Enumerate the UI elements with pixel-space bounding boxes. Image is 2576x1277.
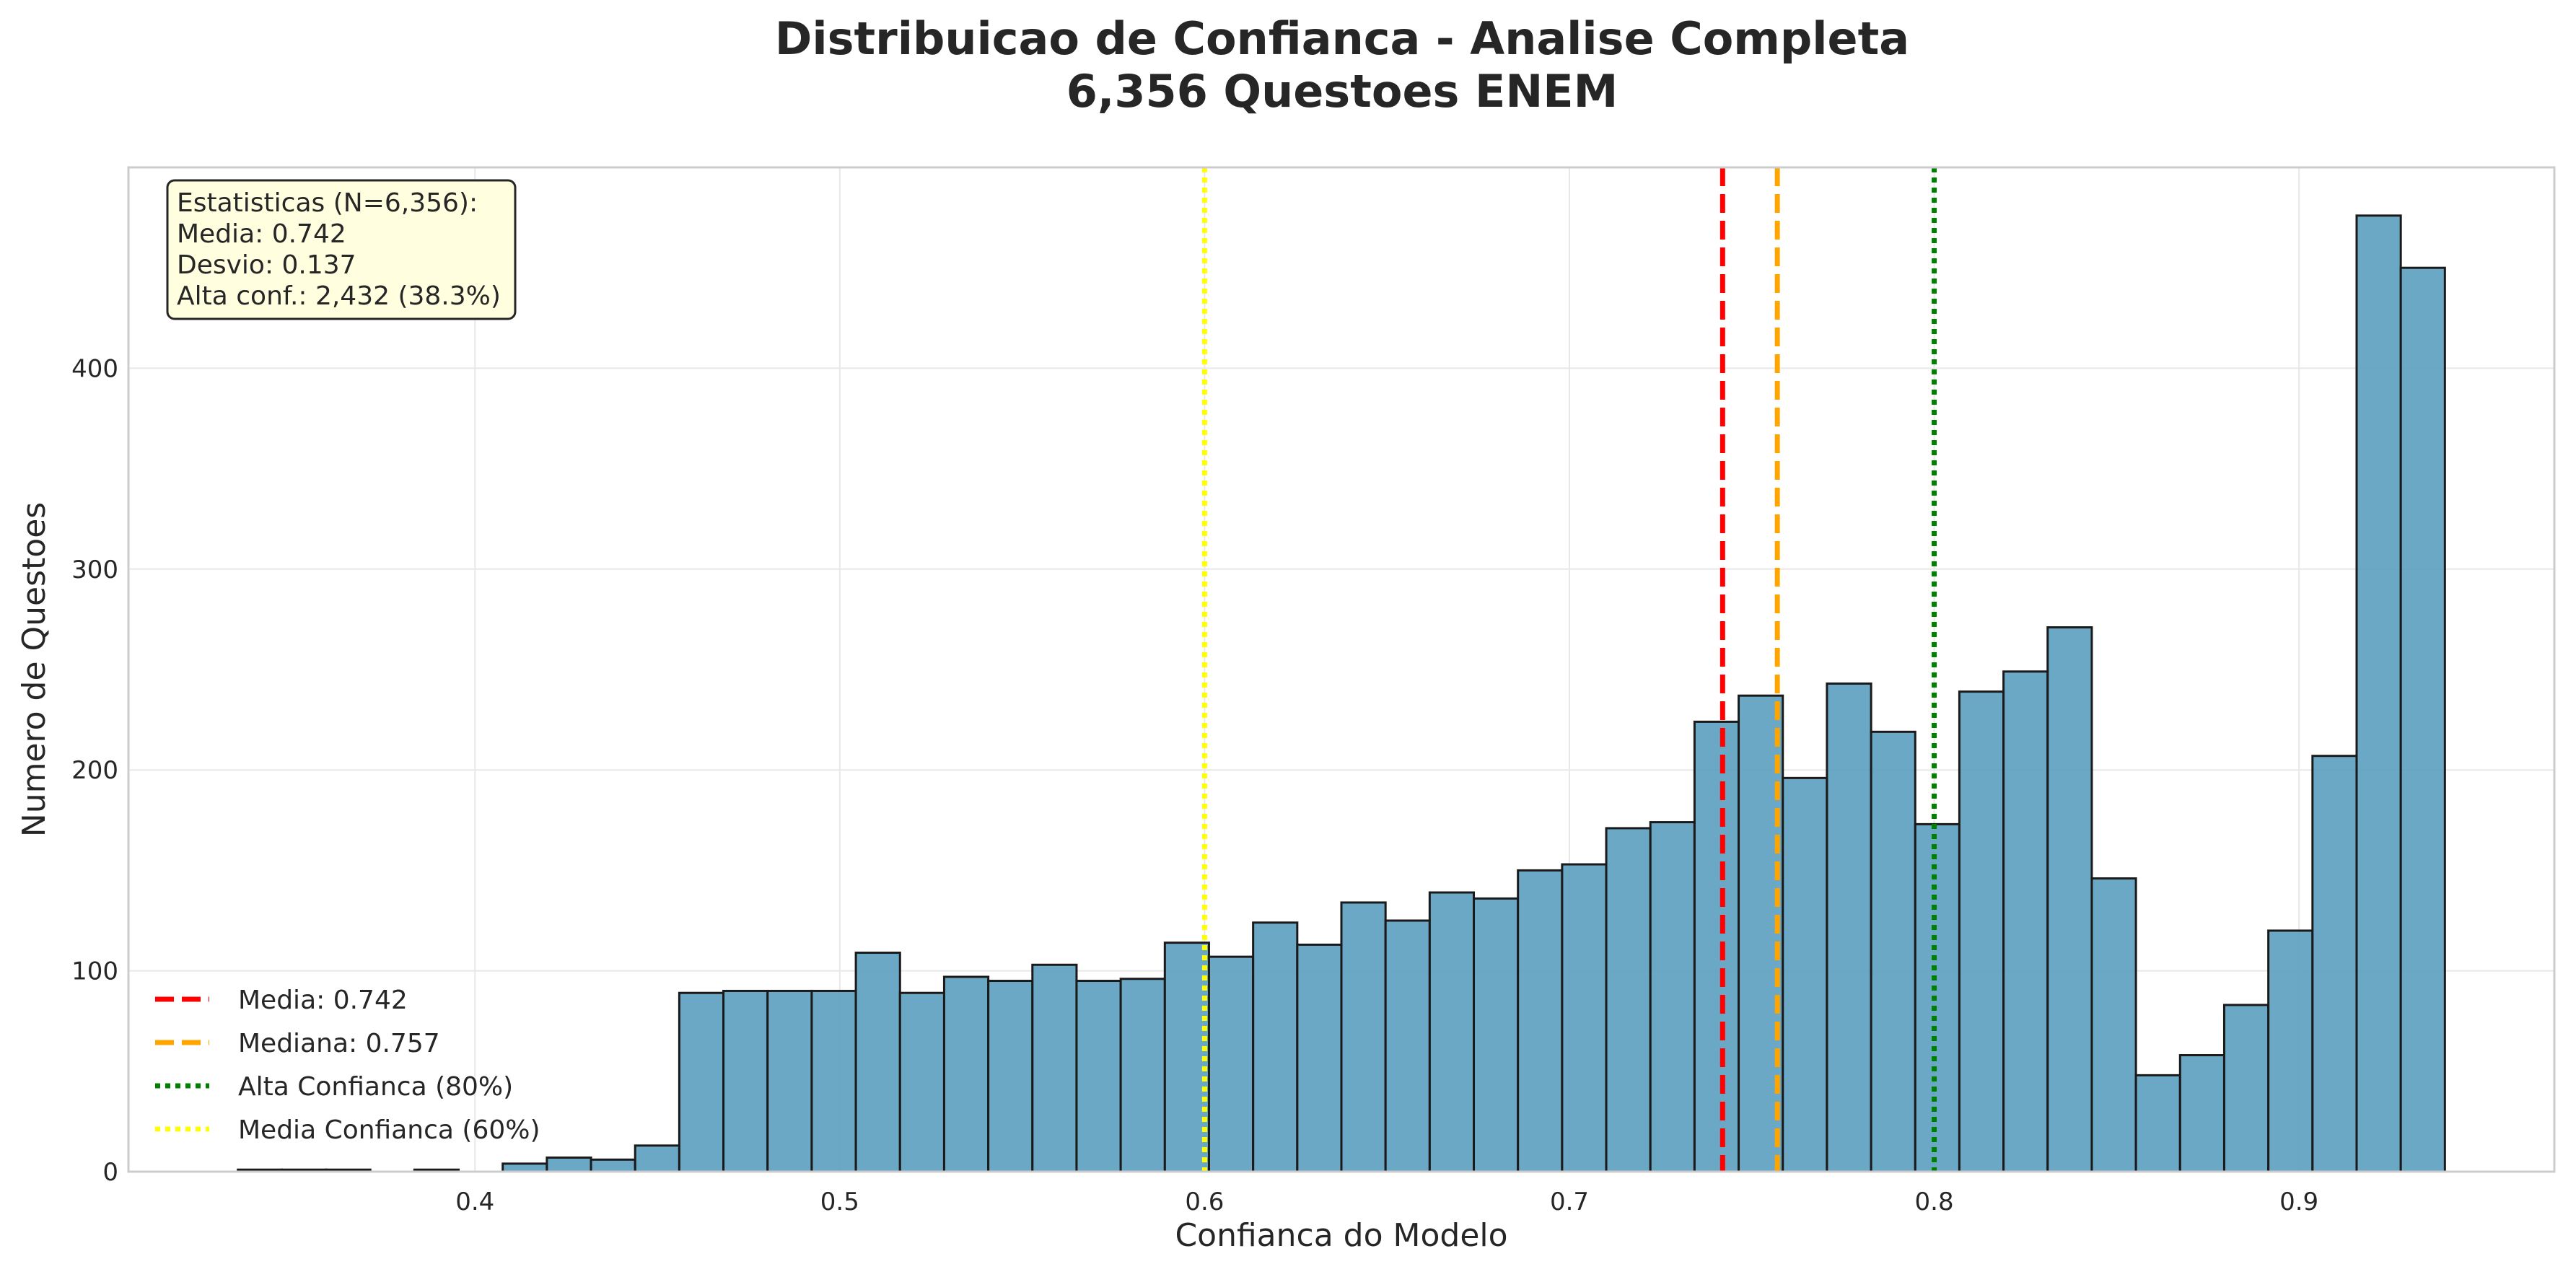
histogram-bar-24 (1296, 943, 1343, 1173)
histogram-bar-43 (2134, 1074, 2181, 1173)
histogram-bar-8 (590, 1158, 636, 1173)
histogram-bar-26 (1384, 919, 1431, 1173)
histogram-bar-15 (898, 991, 945, 1173)
histogram-bar-22 (1207, 955, 1255, 1173)
histogram-bar-39 (1958, 690, 2005, 1173)
stats-box: Estatisticas (N=6,356): Media: 0.742 Des… (166, 179, 517, 320)
histogram-bar-16 (942, 975, 990, 1173)
x-tick-label-5: 0.9 (2279, 1188, 2318, 1216)
y-tick-label-2: 200 (71, 756, 118, 785)
y-tick-label-4: 400 (71, 354, 118, 383)
histogram-bar-29 (1517, 869, 1564, 1173)
legend-label-3: Media Confianca (60%) (238, 1115, 540, 1145)
chart-title-line2: 6,356 Questoes ENEM (1066, 65, 1618, 118)
x-tick-label-3: 0.7 (1550, 1188, 1589, 1216)
x-axis-label: Confianca do Modelo (1175, 1217, 1507, 1254)
x-tick-label-2: 0.6 (1185, 1188, 1224, 1216)
histogram-bar-9 (634, 1144, 680, 1173)
histogram-bar-7 (546, 1157, 592, 1173)
histogram-bar-6 (501, 1162, 548, 1173)
histogram-bar-44 (2178, 1054, 2225, 1173)
histogram-bar-47 (2311, 755, 2358, 1173)
histogram-bar-49 (2399, 266, 2446, 1173)
reference-lines (1201, 167, 1937, 1172)
y-axis-ticks: 0 100 200 300 400 (71, 354, 118, 1187)
histogram-bar-33 (1693, 720, 1740, 1173)
histogram-bar-17 (987, 980, 1034, 1173)
histogram-bar-42 (2090, 877, 2137, 1173)
histogram-bar-23 (1252, 921, 1299, 1173)
legend-label-2: Alta Confianca (80%) (238, 1072, 513, 1102)
histogram-bar-31 (1605, 827, 1652, 1173)
histogram-bar-40 (2002, 670, 2049, 1173)
histogram-bar-25 (1340, 901, 1387, 1173)
x-tick-label-4: 0.8 (1915, 1188, 1954, 1216)
stats-box-background (166, 179, 517, 320)
histogram-bar-28 (1473, 897, 1520, 1173)
histogram-bar-21 (1163, 942, 1210, 1173)
plot-frame (127, 166, 2556, 1173)
histogram-bar-11 (722, 989, 769, 1173)
histogram-bar-32 (1649, 821, 1696, 1173)
histogram-bar-19 (1075, 980, 1122, 1173)
legend-label-1: Mediana: 0.757 (238, 1029, 440, 1058)
y-tick-label-0: 0 (102, 1158, 118, 1187)
histogram-bar-14 (854, 952, 901, 1173)
y-tick-label-1: 100 (71, 957, 118, 986)
stats-line-mean: Media: 0.742 (177, 219, 346, 249)
x-axis-ticks: 0.4 0.5 0.6 0.7 0.8 0.9 (455, 1188, 2318, 1216)
legend: Media: 0.742 Mediana: 0.757 Alta Confianca… (155, 986, 540, 1145)
histogram-bar-36 (1826, 682, 1872, 1173)
y-tick-label-3: 300 (71, 556, 118, 584)
histogram-bar-13 (810, 989, 857, 1173)
histogram-bar-18 (1031, 963, 1078, 1173)
stats-line-std: Desvio: 0.137 (177, 250, 356, 280)
x-tick-label-0: 0.4 (455, 1188, 494, 1216)
histogram-bar-41 (2046, 626, 2093, 1173)
histogram-bar-27 (1428, 891, 1476, 1173)
histogram-bar-45 (2222, 1004, 2270, 1173)
histogram-bar-12 (766, 989, 813, 1173)
histogram-bar-10 (678, 991, 725, 1173)
histogram-bars (237, 214, 2446, 1173)
histogram-bar-38 (1914, 822, 1961, 1173)
histogram-bar-30 (1561, 863, 1608, 1173)
x-tick-label-1: 0.5 (820, 1188, 859, 1216)
histogram-bar-20 (1119, 978, 1166, 1173)
stats-line-high-conf: Alta conf.: 2,432 (38.3%) (177, 281, 501, 311)
legend-label-0: Media: 0.742 (238, 986, 408, 1015)
histogram-bar-48 (2355, 214, 2402, 1173)
histogram-bar-46 (2267, 929, 2314, 1173)
stats-line-header: Estatisticas (N=6,356): (177, 188, 478, 218)
histogram-bar-37 (1870, 730, 1916, 1173)
y-axis-label: Numero de Questoes (16, 502, 53, 837)
histogram-bar-35 (1782, 776, 1828, 1173)
chart-title-line1: Distribuicao de Confianca - Analise Comp… (775, 12, 1909, 65)
